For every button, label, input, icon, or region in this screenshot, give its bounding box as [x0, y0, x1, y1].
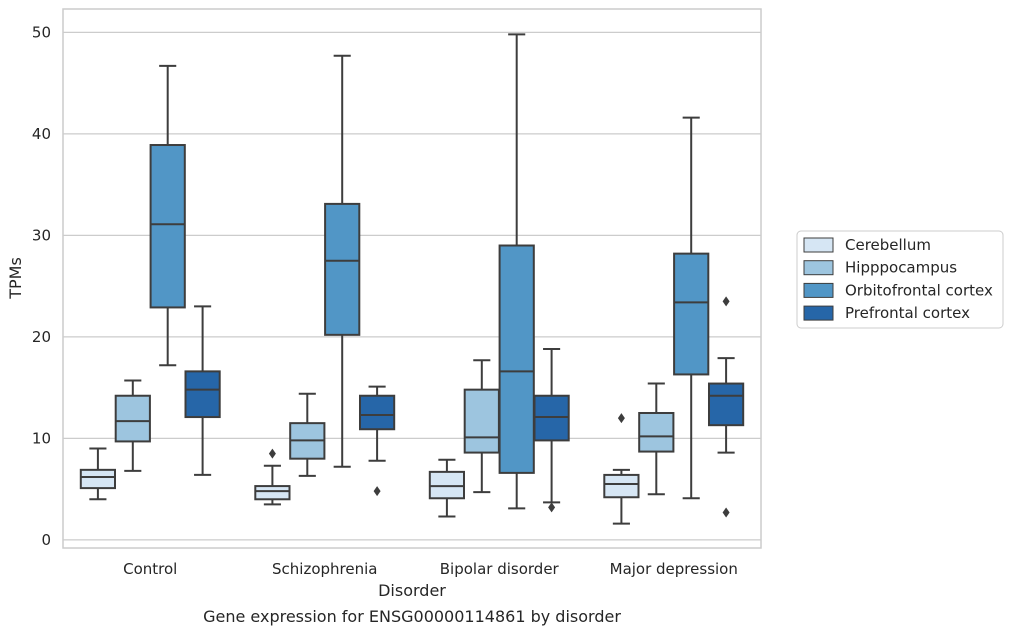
legend-item: Prefrontal cortex: [803, 304, 970, 322]
box: [358, 385, 396, 497]
box: [638, 382, 675, 496]
box-iqr: [603, 473, 640, 499]
legend-label: Orbitofrontal cortex: [845, 281, 993, 299]
legend-label: Prefrontal cortex: [845, 304, 970, 322]
outlier-point: [722, 507, 730, 518]
box: [533, 348, 570, 513]
chart-caption: Gene expression for ENSG00000114861 by d…: [203, 607, 621, 626]
legend-label: Hipppocampus: [845, 259, 957, 277]
box-iqr: [184, 370, 221, 419]
box: [673, 116, 710, 500]
box: [254, 448, 291, 506]
legend: Cerebellum Hipppocampus Orbitofrontal cort…: [796, 230, 1004, 329]
y-tick-label: 20: [32, 328, 51, 346]
plot-frame: [62, 8, 762, 549]
box: [603, 413, 640, 525]
series-cerebellum: [79, 413, 640, 525]
outlier-point: [373, 486, 381, 497]
box-iqr: [638, 411, 675, 453]
y-tick-label: 0: [41, 531, 51, 549]
box: [289, 392, 326, 477]
outlier-point: [268, 448, 276, 459]
box-iqr: [463, 388, 500, 454]
legend-item: Orbitofrontal cortex: [803, 281, 993, 299]
y-tick-label: 40: [32, 125, 51, 143]
y-axis-ticks: 0 10 20 30 40 50: [32, 23, 51, 549]
series-prefrontal-cortex: [184, 296, 745, 518]
box-iqr: [673, 252, 710, 376]
box-series: [79, 33, 745, 525]
box: [184, 305, 221, 476]
legend-swatch: [803, 282, 834, 298]
legend-item: Hipppocampus: [803, 259, 957, 277]
box-iqr: [707, 382, 745, 427]
x-tick-label: Bipolar disorder: [440, 560, 560, 578]
legend-swatch: [803, 260, 834, 276]
outlier-point: [617, 413, 625, 424]
box: [498, 33, 535, 510]
box: [149, 64, 186, 367]
box: [428, 458, 466, 518]
box-iqr: [428, 470, 466, 500]
box-iqr: [114, 394, 151, 443]
box-iqr: [533, 394, 570, 442]
series-orbitofrontal-cortex: [149, 33, 710, 510]
box-iqr: [149, 144, 186, 309]
y-tick-label: 10: [32, 429, 51, 447]
box: [114, 379, 151, 472]
x-tick-label: Control: [123, 560, 177, 578]
box-iqr: [254, 485, 291, 501]
y-tick-label: 30: [32, 226, 51, 244]
y-axis-label: TPMs: [6, 257, 25, 300]
box: [79, 447, 117, 501]
box-iqr: [79, 468, 117, 490]
box: [324, 54, 361, 468]
box-iqr: [324, 202, 361, 336]
x-tick-label: Schizophrenia: [272, 560, 377, 578]
box-iqr: [498, 244, 535, 474]
series-hipppocampus: [114, 359, 675, 496]
legend-item: Cerebellum: [803, 236, 931, 254]
y-tick-label: 50: [32, 23, 51, 41]
legend-swatch: [803, 305, 834, 321]
legend-frame: [796, 230, 1004, 329]
outlier-point: [722, 296, 730, 307]
box: [707, 296, 745, 518]
x-tick-label: Major depression: [610, 560, 738, 578]
box: [463, 359, 500, 494]
outlier-point: [548, 502, 556, 513]
legend-swatch: [803, 237, 834, 253]
legend-label: Cerebellum: [845, 236, 931, 254]
x-axis-ticks: Control Schizophrenia Bipolar disorder Majo…: [123, 560, 738, 578]
box-iqr: [358, 394, 396, 431]
x-axis-label: Disorder: [378, 581, 446, 600]
